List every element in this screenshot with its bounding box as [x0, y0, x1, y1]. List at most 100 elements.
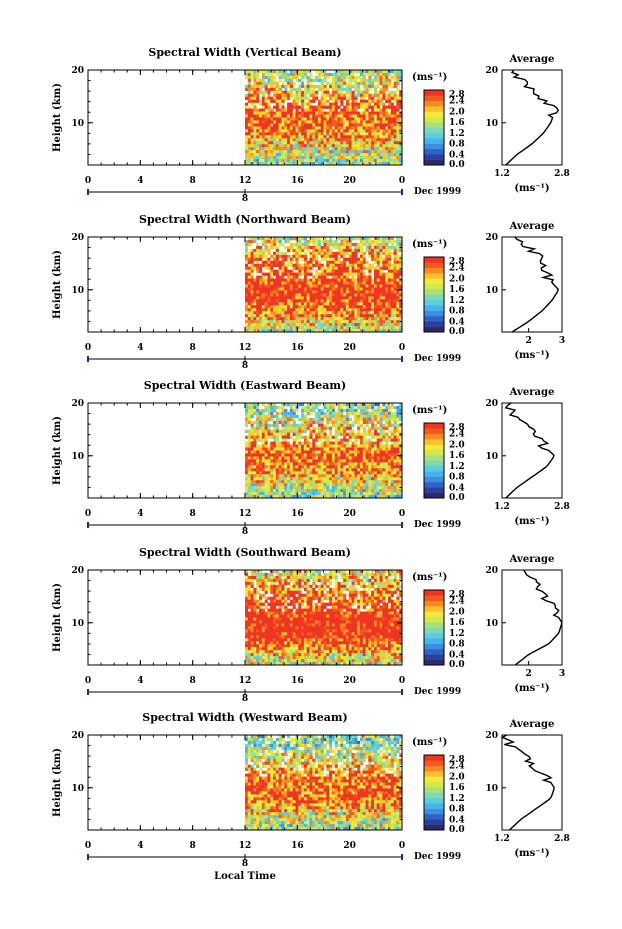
heatmap-cell [323, 266, 327, 270]
heatmap-cell [267, 78, 271, 83]
heatmap-cell [368, 96, 372, 100]
heatmap-cell [275, 281, 279, 285]
heatmap-cell [287, 284, 291, 288]
heatmap-cell [275, 465, 279, 469]
heatmap-cell [365, 311, 369, 315]
heatmap-cell [256, 405, 260, 410]
heatmap-cell [373, 323, 378, 327]
heatmap-cell [357, 314, 361, 318]
heatmap-cell [281, 474, 285, 478]
heatmap-cell [259, 141, 263, 145]
heatmap-cell [292, 414, 296, 419]
heatmap-cell [298, 311, 302, 315]
heatmap-cell [245, 414, 249, 419]
heatmap-cell [331, 242, 336, 247]
heatmap-cell [368, 447, 372, 451]
heatmap-cell [317, 135, 321, 139]
heatmap-cell [371, 150, 375, 154]
heatmap-cell [317, 141, 321, 145]
heatmap-cell [354, 237, 358, 241]
heatmap-cell [393, 305, 397, 309]
heatmap-cell [399, 126, 403, 130]
heatmap-cell [387, 266, 392, 270]
heatmap-cell [365, 465, 369, 469]
heatmap-cell [340, 114, 344, 118]
heatmap-cell [343, 459, 347, 463]
heatmap-cell [315, 317, 319, 321]
heatmap-cell [385, 441, 389, 445]
heatmap-cell [399, 447, 403, 451]
heatmap-cell [247, 278, 251, 282]
heatmap-cell [273, 123, 277, 127]
heatmap-cell [301, 320, 305, 324]
heatmap-cell [365, 278, 369, 282]
heatmap-cell [317, 132, 321, 136]
heatmap-cell [382, 102, 386, 106]
heatmap-cell [317, 70, 321, 74]
heatmap-cell [329, 441, 333, 445]
heatmap-cell [295, 477, 299, 481]
heatmap-cell [373, 320, 378, 324]
heatmap-cell [323, 257, 327, 262]
heatmap-cell [256, 429, 260, 433]
heatmap-cell [250, 423, 254, 428]
heatmap-cell [379, 317, 383, 321]
heatmap-cell [326, 156, 330, 160]
heatmap-cell [295, 287, 299, 291]
heatmap-cell [354, 468, 358, 472]
heatmap-cell [284, 414, 288, 419]
heatmap-cell [326, 266, 330, 270]
heatmap-cell [250, 311, 254, 315]
heatmap-cell [376, 453, 380, 457]
heatmap-cell [275, 111, 279, 115]
heatmap-cell [371, 403, 375, 407]
heatmap-cell [376, 305, 380, 309]
heatmap-cell [376, 75, 380, 80]
heatmap-cell [301, 263, 305, 267]
heatmap-cell [259, 408, 263, 413]
heatmap-cell [259, 153, 263, 157]
heatmap-cell [326, 477, 330, 481]
heatmap-cell [289, 245, 293, 250]
heatmap-cell [351, 141, 355, 145]
heatmap-cell [379, 462, 383, 466]
heatmap-cell [396, 465, 400, 469]
heatmap-cell [247, 450, 251, 454]
heatmap-cell [385, 242, 389, 247]
heatmap-cell [371, 135, 375, 139]
heatmap-cell [245, 323, 249, 327]
heatmap-cell [354, 444, 358, 448]
heatmap-cell [396, 120, 400, 124]
heatmap-cell [379, 471, 383, 475]
heatmap-cell [329, 266, 333, 270]
heatmap-cell [348, 299, 352, 303]
heatmap-cell [261, 81, 265, 86]
heatmap-cell [396, 96, 400, 100]
heatmap-cell [348, 426, 352, 431]
heatmap-cell [329, 117, 333, 121]
heatmap-cell [345, 108, 350, 112]
heatmap-cell [331, 245, 336, 250]
heatmap-cell [365, 144, 369, 148]
heatmap-cell [373, 141, 378, 145]
heatmap-cell [379, 237, 383, 241]
heatmap-cell [334, 96, 338, 100]
heatmap-cell [264, 99, 268, 103]
heatmap-cell [320, 99, 324, 103]
heatmap-cell [315, 462, 319, 466]
heatmap-cell [267, 153, 271, 157]
heatmap-cell [298, 417, 302, 422]
heatmap-cell [306, 438, 310, 442]
heatmap-cell [382, 114, 386, 118]
heatmap-cell [247, 429, 251, 433]
heatmap-cell [301, 159, 305, 163]
heatmap-cell [250, 323, 254, 327]
heatmap-cell [261, 248, 265, 253]
heatmap-cell [365, 314, 369, 318]
heatmap-cell [264, 474, 268, 478]
heatmap-cell [312, 317, 316, 321]
heatmap-cell [331, 480, 336, 484]
heatmap-cell [323, 162, 327, 166]
heatmap-cell [273, 320, 277, 324]
heatmap-cell [337, 293, 341, 297]
